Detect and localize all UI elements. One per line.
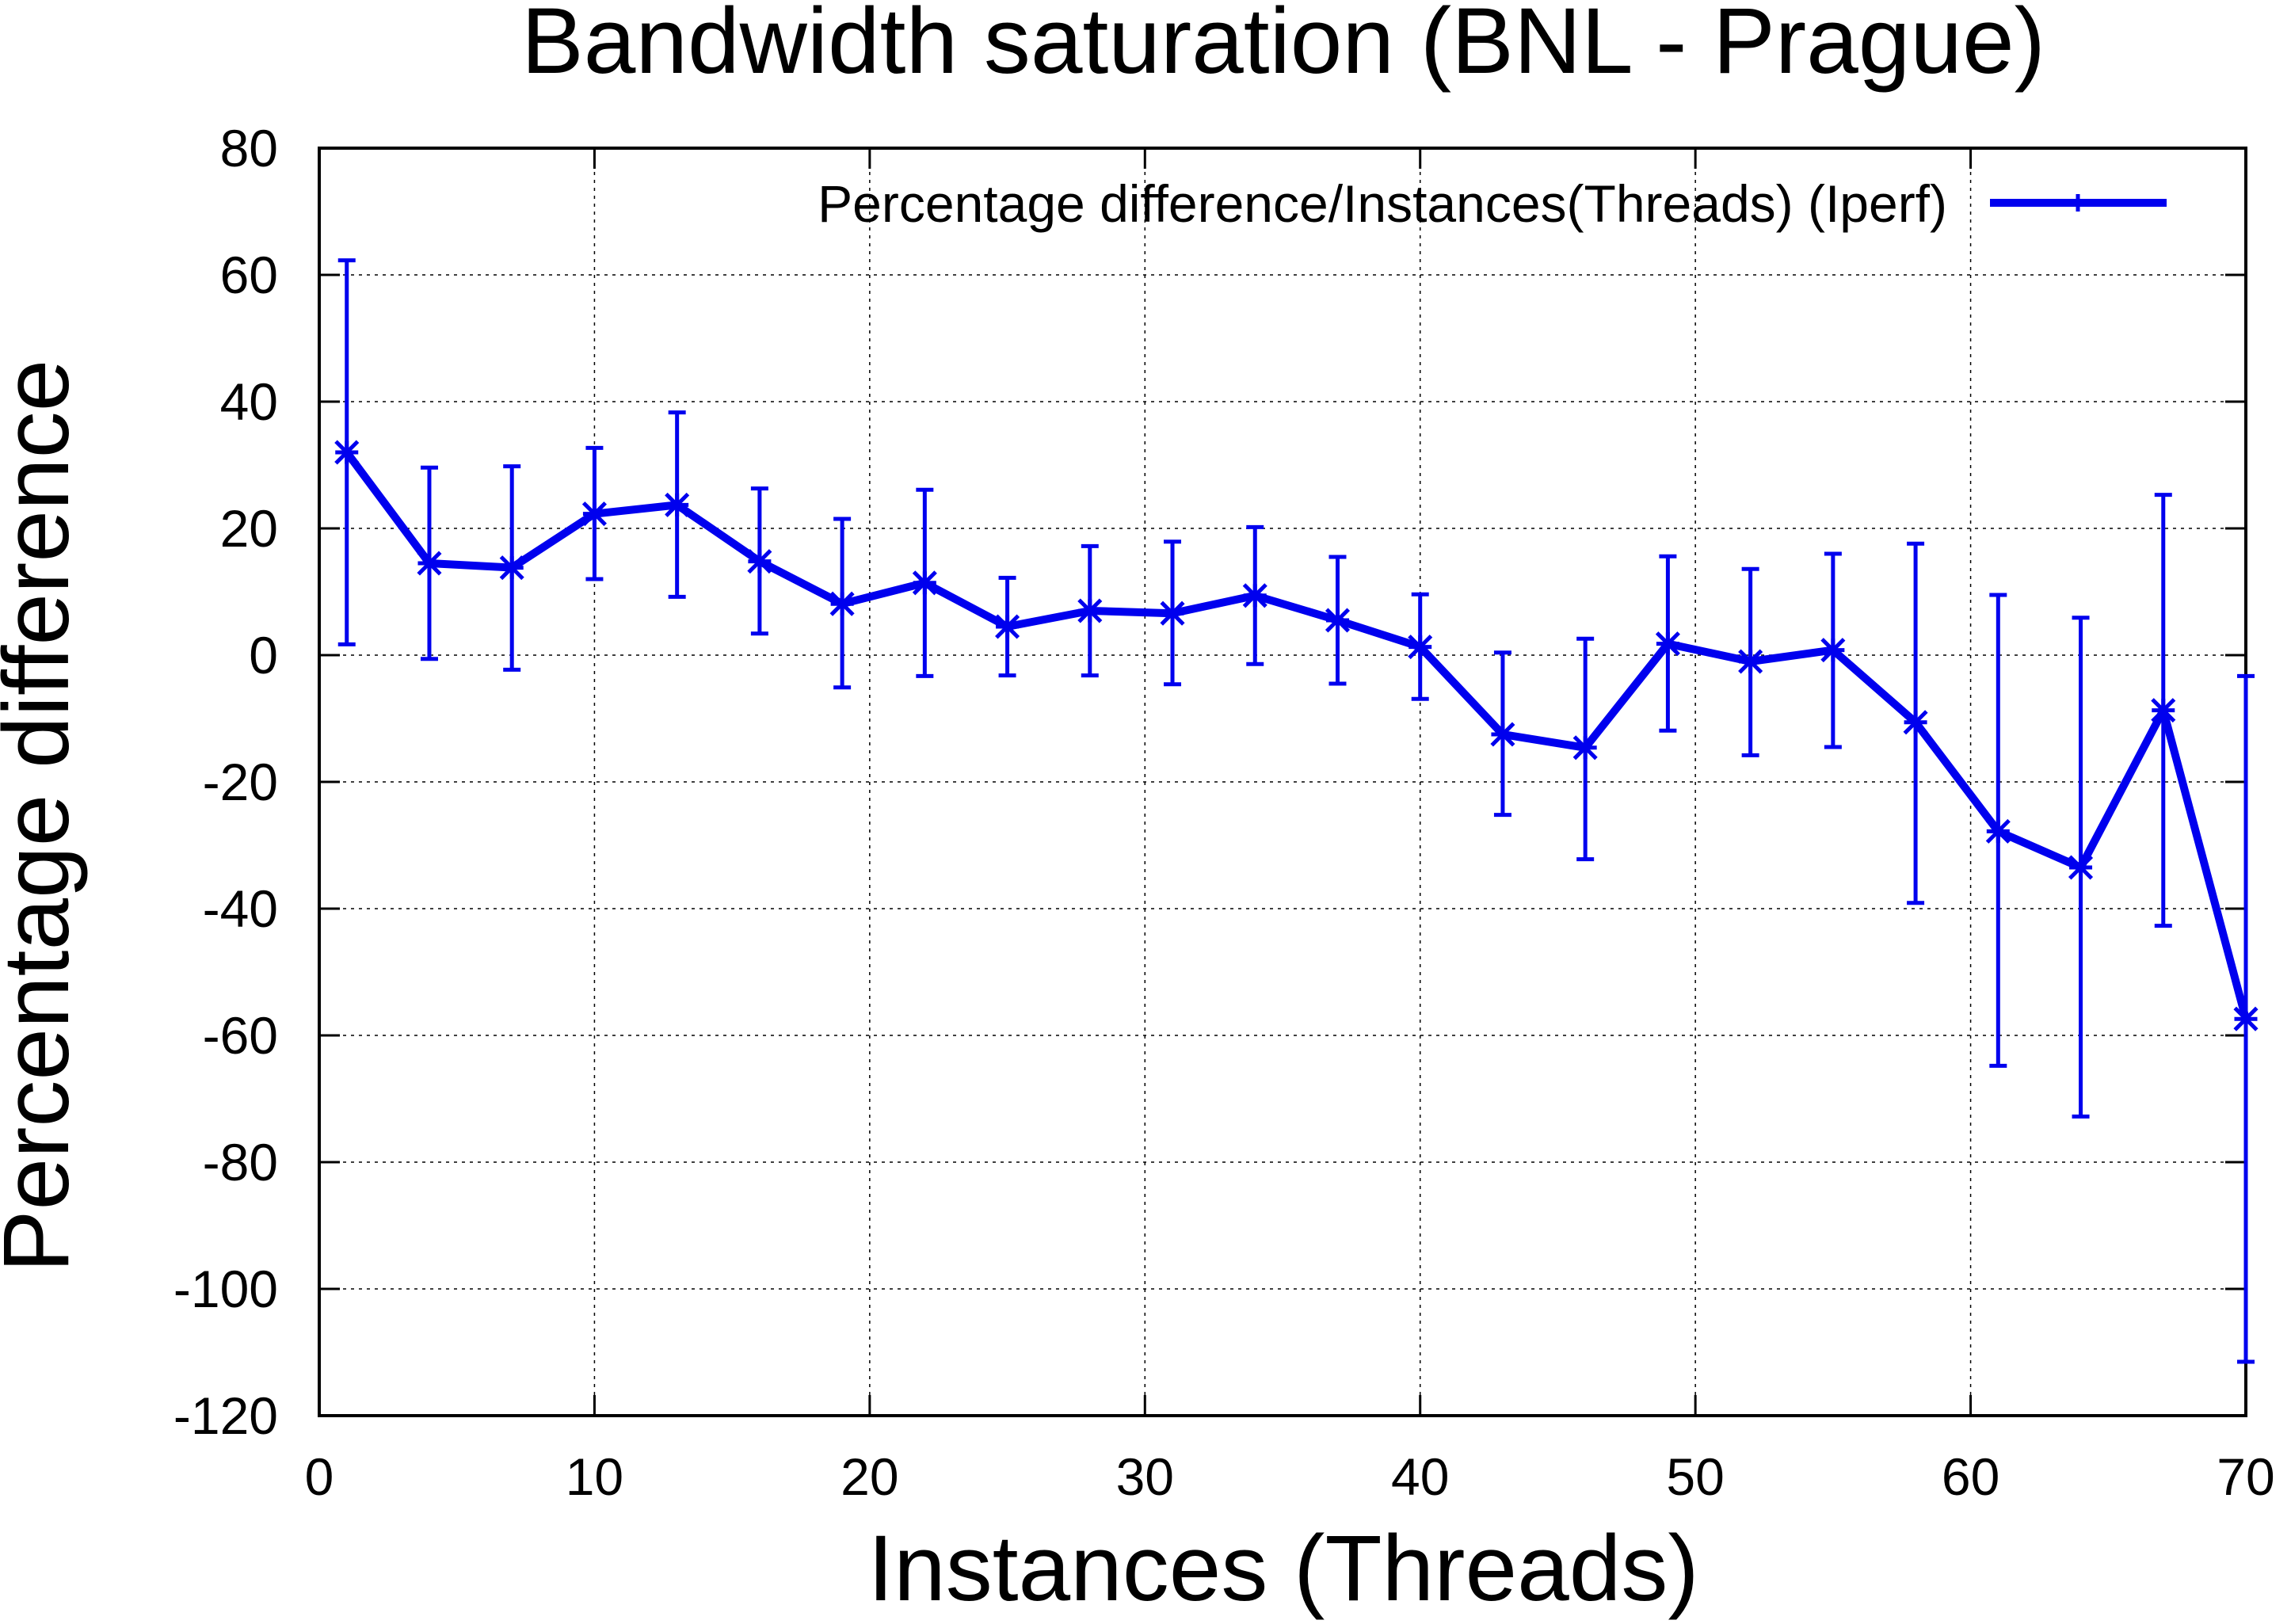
y-tick-label: -20 <box>203 753 278 811</box>
x-tick-label: 20 <box>841 1447 898 1506</box>
x-tick-label: 60 <box>1942 1447 1999 1506</box>
y-tick-label: -40 <box>203 879 278 938</box>
y-tick-labels: 80 60 40 20 0 -20 -40 -60 -80 -100 -120 <box>173 119 278 1445</box>
data-point <box>2068 855 2094 880</box>
data-point <box>1242 583 1267 608</box>
data-point <box>1985 818 2011 844</box>
y-tick-label: 0 <box>249 626 278 684</box>
data-point <box>2151 698 2176 723</box>
y-axis-label: Percentage difference <box>0 360 89 1272</box>
grid-lines <box>319 148 2246 1416</box>
data-point <box>912 570 937 596</box>
data-point <box>1903 710 1928 735</box>
series-layer <box>334 258 2259 1364</box>
y-tick-label: -100 <box>173 1260 278 1318</box>
legend: Percentage difference/Instances(Threads)… <box>818 174 2167 233</box>
data-point <box>2233 1006 2259 1031</box>
x-tick-label: 40 <box>1391 1447 1449 1506</box>
legend-sample <box>1990 194 2167 212</box>
data-point <box>665 492 690 517</box>
x-tick-labels: 0 10 20 30 40 50 60 70 <box>305 1447 2275 1506</box>
data-point <box>1077 598 1103 623</box>
y-tick-label: -120 <box>173 1386 278 1445</box>
data-point <box>995 614 1020 639</box>
data-point <box>1572 735 1598 761</box>
data-point <box>829 591 855 616</box>
y-tick-label: 20 <box>220 499 278 558</box>
data-point <box>417 551 442 576</box>
y-tick-label: -80 <box>203 1133 278 1191</box>
data-point <box>1325 608 1351 633</box>
data-point <box>1655 631 1680 657</box>
data-point <box>1738 649 1763 674</box>
data-point <box>1490 722 1515 747</box>
chart-title: Bandwidth saturation (BNL - Prague) <box>521 0 2045 93</box>
y-tick-label: 80 <box>220 119 278 177</box>
data-point <box>499 555 524 581</box>
data-point <box>581 501 607 527</box>
x-axis-label: Instances (Threads) <box>867 1516 1698 1621</box>
x-tick-label: 10 <box>566 1447 623 1506</box>
data-point <box>1408 635 1433 660</box>
x-tick-label: 70 <box>2217 1447 2274 1506</box>
x-tick-label: 0 <box>305 1447 334 1506</box>
y-tick-label: -60 <box>203 1006 278 1065</box>
data-point <box>334 440 360 465</box>
x-tick-label: 50 <box>1666 1447 1724 1506</box>
y-tick-label: 40 <box>220 372 278 431</box>
series-line <box>343 450 2250 1020</box>
data-point <box>1820 638 1846 663</box>
x-tick-label: 30 <box>1116 1447 1174 1506</box>
legend-label: Percentage difference/Instances(Threads)… <box>818 174 1947 233</box>
y-tick-label: 60 <box>220 246 278 304</box>
data-point <box>747 549 772 574</box>
tick-marks <box>318 147 2247 1417</box>
data-point <box>1160 600 1185 626</box>
